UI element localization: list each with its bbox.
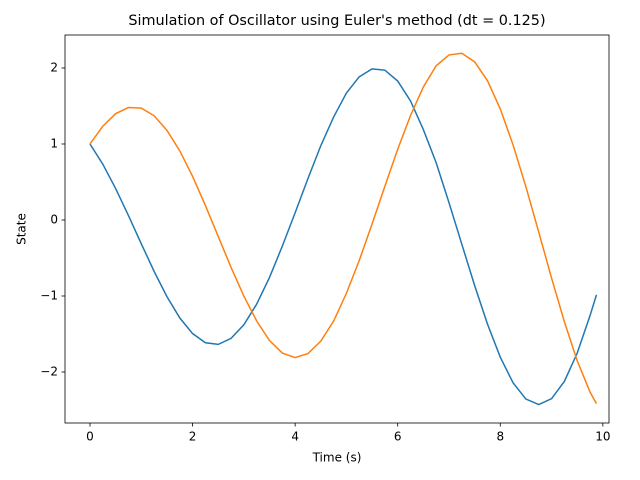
- y-tick-label: 1: [50, 136, 58, 150]
- series-line: [89, 52, 598, 404]
- x-tick-label: 0: [86, 430, 94, 444]
- y-tick-label: −2: [40, 365, 58, 379]
- x-tick-label: 6: [394, 430, 402, 444]
- plot-frame: [64, 34, 610, 424]
- x-tick-label: 10: [595, 430, 610, 444]
- series-line: [89, 68, 598, 406]
- x-tick-label: 4: [291, 430, 299, 444]
- x-tick-label: 2: [189, 430, 197, 444]
- chart-title: Simulation of Oscillator using Euler's m…: [128, 13, 545, 29]
- y-tick-label: 0: [50, 212, 58, 226]
- y-tick-label: −1: [40, 288, 58, 302]
- x-axis-label: Time (s): [312, 451, 362, 465]
- y-axis-label: State: [15, 213, 29, 245]
- y-tick-label: 2: [50, 60, 58, 74]
- x-tick-label: 8: [496, 430, 504, 444]
